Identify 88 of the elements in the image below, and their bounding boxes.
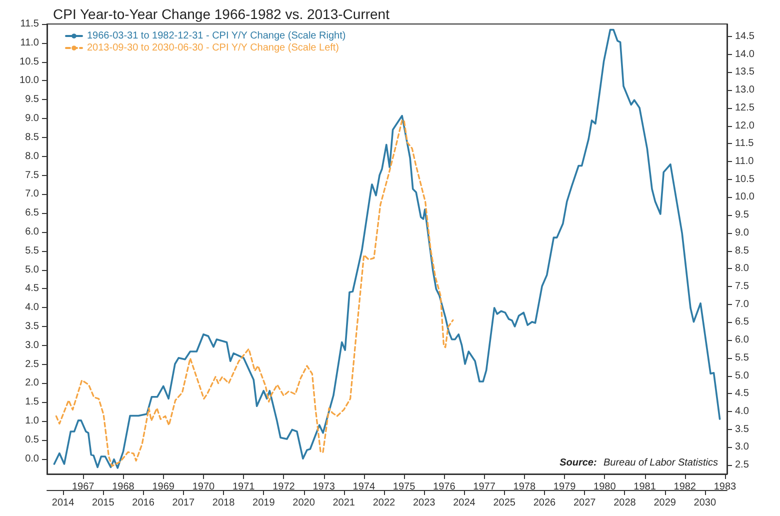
y2-tick-label: 12.5 (735, 102, 755, 114)
y-tick-label: 7.0 (25, 188, 40, 200)
y2-tick-label: 4.0 (735, 406, 750, 417)
y2-tick-label: 11.0 (735, 156, 754, 167)
y2-tick-label: 10.0 (735, 192, 755, 203)
y2-tick-label: 3.0 (735, 442, 750, 453)
y-tick-label: 5.0 (25, 264, 40, 276)
x2-tick-label: 2026 (533, 498, 556, 508)
y2-tick-label: 7.5 (735, 281, 750, 292)
y-tick-label: 1.5 (25, 396, 40, 408)
x2-tick-label: 2024 (453, 498, 476, 508)
y2-tick-label: 13.0 (735, 84, 755, 96)
x2-tick-label: 2025 (493, 498, 516, 508)
x2-tick-label: 2021 (332, 498, 356, 508)
y-tick-label: 2.5 (25, 358, 40, 370)
x-tick-label: 1968 (112, 482, 135, 492)
x-tick-label: 1973 (312, 482, 336, 492)
y2-tick-label: 10.5 (735, 174, 755, 185)
x2-tick-label: 2015 (92, 498, 115, 508)
x-tick-label: 1983 (714, 482, 737, 492)
y-tick-label: 6.0 (25, 226, 40, 238)
y-tick-label: 11.0 (20, 37, 40, 48)
y-tick-label: 3.0 (25, 340, 40, 351)
y2-tick-label: 5.5 (735, 352, 750, 364)
x-tick-label: 1969 (152, 482, 175, 492)
y-tick-label: 5.5 (25, 245, 40, 256)
y2-tick-label: 8.5 (735, 245, 750, 256)
y2-tick-label: 3.5 (735, 424, 750, 435)
x-tick-label: 1978 (513, 482, 536, 492)
x-tick-label: 1980 (594, 482, 616, 492)
y-tick-label: 0.5 (25, 434, 40, 446)
x-tick-label: 1974 (352, 482, 376, 492)
chart-title: CPI Year-to-Year Change 1966-1982 vs. 2013-Current (53, 6, 390, 22)
x-tick-label: 1967 (72, 482, 95, 492)
y-tick-label: 2.0 (25, 378, 40, 389)
y2-tick-label: 12.0 (735, 120, 755, 132)
y-tick-label: 8.0 (25, 150, 40, 162)
x2-tick-label: 2022 (372, 498, 396, 508)
x2-tick-label: 2023 (412, 498, 436, 508)
y2-tick-label: 6.0 (735, 334, 750, 346)
y-tick-label: 10.5 (20, 56, 40, 68)
x-tick-label: 1970 (192, 482, 216, 492)
x-tick-label: 1976 (433, 482, 456, 492)
annotation: Source: Bureau of Labor Statistics (560, 458, 718, 468)
y-tick-label: 4.5 (25, 283, 40, 294)
y-tick-label: 7.5 (25, 170, 40, 181)
legend-label: 2013-09-30 to 2030-06-30 - CPI Y/Y Change (Scale Left) (87, 42, 340, 54)
x-tick-label: 1971 (232, 482, 256, 492)
y2-tick-label: 9.5 (735, 210, 750, 221)
x2-tick-label: 2028 (614, 498, 636, 508)
y-tick-label: 0.0 (25, 453, 40, 464)
y2-tick-label: 11.5 (735, 138, 754, 150)
x-tick-label: 1972 (272, 482, 296, 492)
y-tick-label: 4.0 (25, 302, 40, 314)
y-tick-label: 11.5 (20, 18, 40, 30)
y-tick-label: 9.0 (25, 113, 40, 124)
y2-tick-label: 13.5 (735, 66, 755, 78)
y2-tick-label: 7.0 (735, 298, 750, 310)
x2-tick-label: 2016 (132, 498, 155, 508)
x2-tick-label: 2027 (573, 498, 596, 508)
x-tick-label: 1975 (392, 482, 416, 492)
y2-tick-label: 5.0 (735, 370, 750, 382)
y-tick-label: 6.5 (25, 208, 40, 219)
y2-tick-label: 14.5 (735, 31, 755, 42)
x-tick-label: 1981 (634, 482, 656, 492)
x2-tick-label: 2014 (52, 498, 75, 508)
x2-tick-label: 2030 (694, 498, 716, 508)
x-tick-label: 1982 (674, 482, 696, 492)
y-tick-label: 8.5 (25, 132, 40, 143)
y2-tick-label: 6.5 (735, 316, 750, 328)
x2-tick-label: 2029 (654, 498, 676, 508)
line-series (53, 28, 721, 469)
x2-tick-label: 2017 (172, 498, 195, 508)
x2-tick-label: 2019 (252, 498, 276, 508)
x-tick-label: 1979 (553, 482, 576, 492)
y-tick-label: 10.0 (20, 75, 40, 86)
legend-label: 1966-03-31 to 1982-12-31 - CPI Y/Y Change (Scale Right) (87, 30, 346, 42)
y-tick-label: 9.5 (25, 94, 40, 106)
y2-tick-label: 9.0 (735, 227, 750, 238)
y-tick-label: 1.0 (25, 416, 40, 427)
x2-tick-label: 2020 (292, 498, 316, 508)
x2-tick-label: 2018 (212, 498, 236, 508)
y2-tick-label: 8.0 (735, 263, 750, 274)
y2-tick-label: 4.5 (735, 388, 750, 400)
x-tick-label: 1977 (473, 482, 496, 492)
y2-tick-label: 2.5 (735, 460, 750, 471)
y2-tick-label: 14.0 (735, 48, 755, 60)
y-tick-label: 3.5 (25, 321, 40, 332)
